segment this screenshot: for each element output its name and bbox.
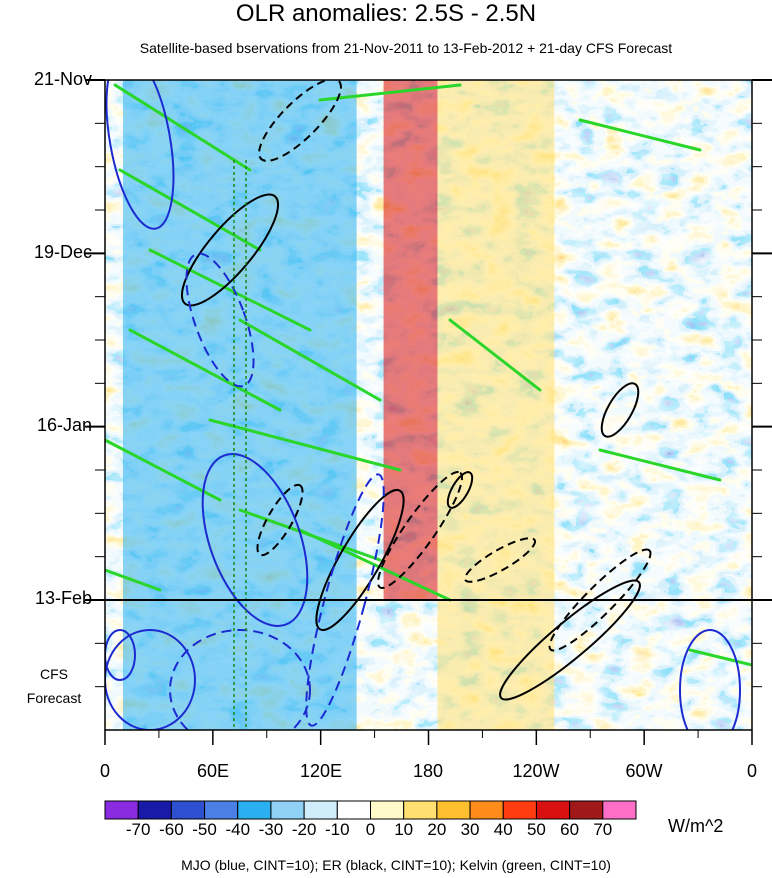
mjo-contour	[169, 629, 311, 730]
er-contour	[377, 471, 463, 589]
mjo-contour	[679, 629, 741, 730]
colorbar-tick-label: 30	[460, 820, 480, 839]
y-tick-label: 19-Dec	[33, 242, 92, 262]
kelvin-contour	[238, 318, 382, 402]
kelvin-contour	[448, 318, 542, 392]
kelvin-contour	[298, 528, 452, 602]
colorbar-tick-label: -50	[192, 820, 217, 839]
y-tick-label: 16-Jan	[36, 415, 92, 435]
kelvin-contour	[208, 418, 402, 472]
mjo-contour	[185, 252, 255, 388]
wave-contours	[105, 80, 752, 730]
er-contour	[464, 537, 536, 583]
colorbar-swatch	[469, 800, 504, 820]
mjo-contour	[201, 453, 309, 627]
colorbar-unit: W/m^2	[668, 816, 724, 836]
x-tick-label: 120E	[299, 761, 343, 781]
olr-field	[105, 80, 752, 730]
mjo-contour	[105, 629, 196, 730]
er-contour	[315, 489, 405, 631]
plot-axes	[85, 79, 772, 745]
y-tick-label: 13-Feb	[34, 588, 92, 608]
x-tick-label: 0	[99, 761, 110, 781]
colorbar-swatch	[137, 800, 172, 820]
kelvin-contour	[105, 438, 222, 502]
kelvin-contour	[118, 168, 262, 252]
colorbar-tick-label: -70	[125, 820, 151, 839]
kelvin-contour	[128, 328, 282, 412]
colorbar-swatch	[502, 800, 537, 820]
y-tick-label: 21-Nov	[33, 69, 92, 89]
mjo-contour	[105, 80, 175, 230]
forecast-note-line: CFS	[40, 666, 68, 682]
colorbar-swatch	[270, 800, 305, 820]
colorbar-tick-label: 40	[493, 820, 513, 839]
x-tick-label: 0	[746, 761, 757, 781]
x-tick-label: 180	[412, 761, 444, 781]
colorbar-tick-label: 0	[365, 820, 376, 839]
colorbar-swatch	[436, 800, 471, 820]
kelvin-contour	[105, 568, 162, 592]
mjo-contour	[105, 629, 136, 681]
colorbar-swatch	[569, 800, 604, 820]
er-contour	[446, 471, 474, 509]
x-tick-label: 120W	[512, 761, 560, 781]
forecast-note: CFS Forecast	[4, 662, 104, 710]
chart-subtitle: Satellite-based bservations from 21-Nov-…	[139, 40, 673, 56]
colorbar-swatch	[602, 800, 637, 820]
olr-feature-indian-ocean-convection	[122, 80, 357, 730]
colorbar-tick-label: -30	[258, 820, 284, 839]
colorbar-tick-label: 50	[526, 820, 546, 839]
contour-legend: MJO (blue, CINT=10); ER (black, CINT=10)…	[181, 857, 611, 873]
colorbar	[104, 800, 637, 820]
er-contour	[548, 548, 652, 652]
colorbar-tick-label: 10	[394, 820, 414, 839]
colorbar-swatch	[403, 800, 438, 820]
colorbar-swatch	[336, 800, 371, 820]
mjo-contour	[305, 473, 385, 727]
colorbar-swatch	[104, 800, 139, 820]
colorbar-tick-label: 60	[560, 820, 580, 839]
colorbar-swatch	[535, 800, 571, 820]
olr-feature-warm-band-dateline	[383, 80, 438, 600]
er-contour	[256, 483, 304, 557]
colorbar-swatch	[370, 800, 405, 820]
kelvin-contour	[578, 118, 702, 152]
colorbar-swatch	[170, 800, 206, 820]
forecast-note-line: Forecast	[26, 690, 82, 706]
colorbar-tick-label: -40	[225, 820, 251, 839]
colorbar-tick-label: 70	[593, 820, 613, 839]
kelvin-contour	[148, 248, 312, 332]
kelvin-contour	[113, 83, 252, 172]
olr-feature-suppressed-east-pacific	[437, 80, 555, 730]
colorbar-tick-label: -60	[159, 820, 184, 839]
colorbar-tick-label: 20	[427, 820, 447, 839]
chart-title: OLR anomalies: 2.5S - 2.5N	[235, 0, 537, 27]
er-contour	[180, 193, 280, 307]
kelvin-contour	[318, 83, 462, 102]
colorbar-swatch	[237, 800, 272, 820]
kelvin-contour	[688, 648, 752, 667]
x-tick-label: 60W	[625, 761, 663, 781]
kelvin-contour	[598, 448, 722, 482]
x-tick-label: 60E	[196, 761, 230, 781]
colorbar-tick-label: -10	[325, 820, 350, 839]
colorbar-tick-label: -20	[291, 820, 317, 839]
er-contour	[600, 382, 640, 438]
colorbar-swatch	[204, 800, 239, 820]
colorbar-swatch	[303, 800, 338, 820]
